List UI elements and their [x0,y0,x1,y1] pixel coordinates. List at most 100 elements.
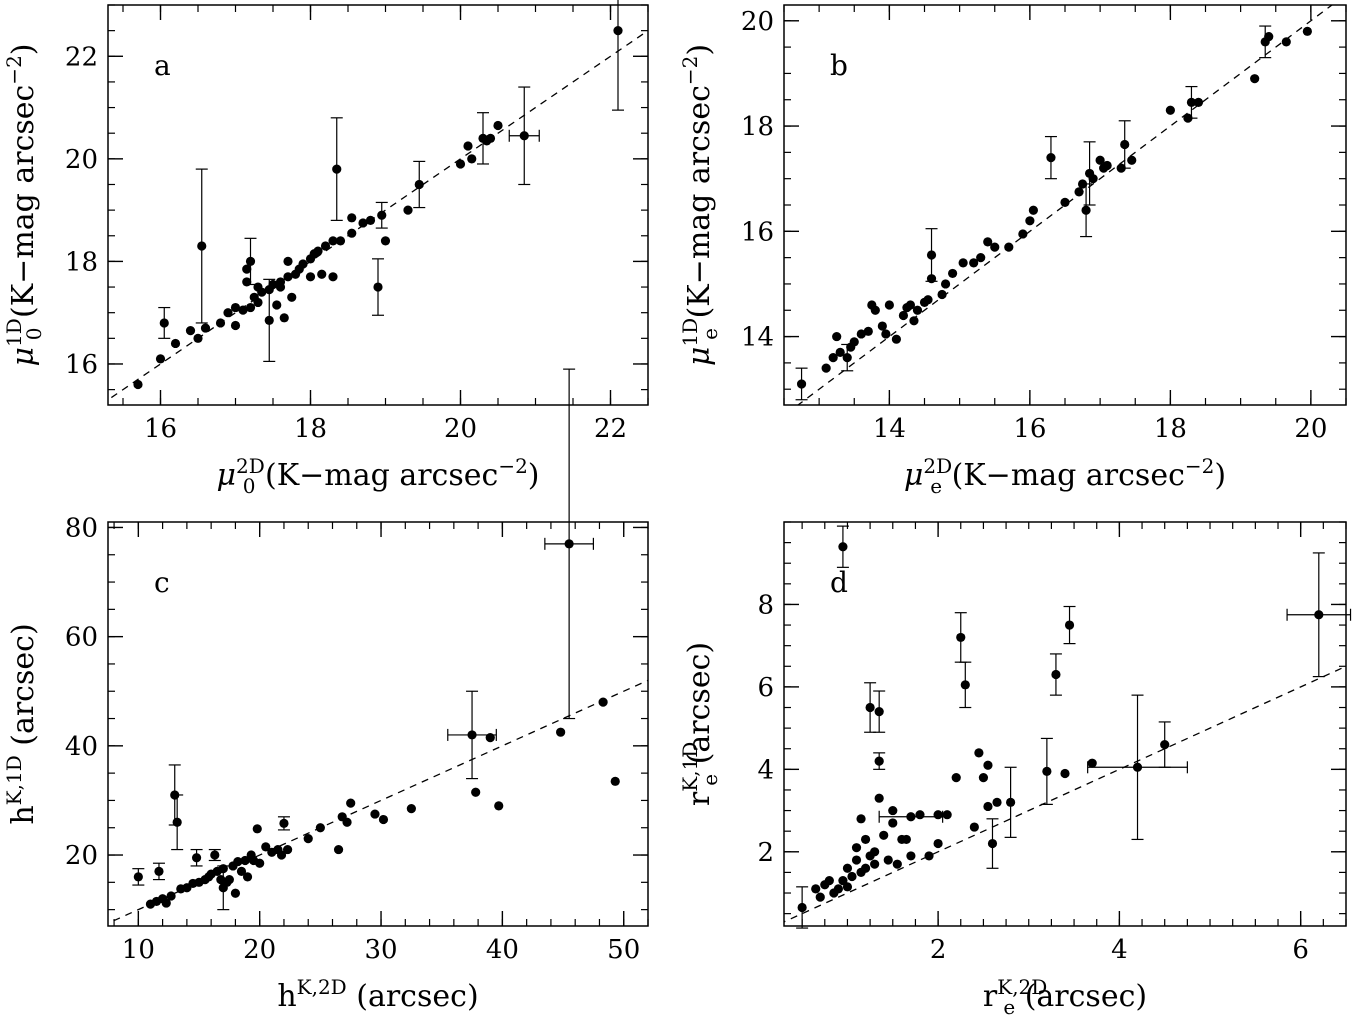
x-axis-label: hK,2D (arcsec) [277,975,478,1014]
data-point [969,822,979,832]
panel-letter: a [154,49,171,82]
data-point [1060,197,1070,207]
data-point [328,272,338,282]
data-point [224,874,234,885]
x-axis-label: rK,2D e (arcsec) [983,975,1147,1015]
data-point [838,542,848,552]
data-point [1127,155,1137,165]
data-point [377,210,387,220]
data-point [797,902,807,913]
data-point [223,308,233,318]
x-axis-label: μ2D e (K−mag arcsec−2) [904,454,1226,498]
y-tick-label: 80 [65,513,98,543]
data-point [347,213,357,223]
data-point [1025,216,1035,226]
data-point [851,843,862,853]
data-point [414,179,424,190]
data-point [974,748,984,758]
data-point [166,891,176,901]
data-point [884,300,894,310]
data-point [1102,160,1112,171]
panel-d: 2 4 6 2 4 6 8 d rK,2D e (arcsec) rK,1De (arcsec) [678,521,1352,1015]
data-point [1081,205,1091,215]
data-point [849,337,859,347]
data-point [906,812,916,822]
data-point [983,801,993,812]
data-point [373,282,383,292]
data-point [860,863,871,873]
data-point [881,329,891,339]
data-point [1264,31,1274,42]
panel-b: 14 16 18 20 14 16 18 20 b μ2D e (K−mag arcsec−2) μ1… [678,4,1347,498]
data-point [1028,205,1038,215]
data-point [272,300,282,310]
data-point [1087,758,1097,768]
data-point [842,882,853,892]
reference-line [784,665,1346,923]
data-point [915,810,925,820]
data-point [1120,139,1130,150]
data-point [940,279,951,289]
data-point [937,289,947,300]
data-point [210,850,220,860]
y-tick-label: 6 [757,673,774,703]
data-point [1064,620,1075,630]
data-point [378,814,389,825]
data-point [842,863,853,873]
data-point [1186,97,1197,107]
data-point [275,277,286,287]
panel-letter: d [830,566,848,599]
data-point [901,834,911,845]
data-point [832,331,842,342]
y-tick-label: 8 [757,590,774,620]
data-point [185,326,196,336]
y-tick-label: 16 [741,217,774,247]
x-tick-label: 20 [444,414,477,444]
data-point [992,797,1002,807]
y-tick-label: 60 [65,623,98,653]
data-point [877,321,887,331]
data-point [1132,762,1143,772]
data-point [494,801,504,811]
data-point [172,817,182,827]
data-point [865,702,875,713]
data-point [485,733,495,743]
plot-frame [107,521,649,927]
data-point [200,323,211,333]
data-point [987,838,998,849]
x-tick-label: 18 [1154,414,1187,444]
x-tick-label: 4 [1111,935,1128,965]
x-tick-label: 10 [122,935,155,965]
panel-letter: c [154,566,170,599]
reference-line [108,679,648,924]
y-tick-label: 14 [741,323,774,353]
data-point [835,347,845,357]
data-point [315,823,325,833]
data-point [1018,229,1028,239]
data-point [874,793,884,803]
data-point [942,810,952,820]
data-point [976,253,986,263]
data-point [283,256,293,267]
data-point [170,338,181,349]
data-point [230,320,241,331]
data-point [933,838,943,849]
data-point [891,334,902,344]
data-point [888,805,898,816]
data-point [828,353,838,363]
data-point [951,772,961,783]
data-point [238,305,248,315]
y-axis-label: rK,1De (arcsec) [678,642,722,806]
data-point [240,855,250,866]
data-point [380,236,391,246]
data-point [161,898,171,908]
data-point [815,892,825,902]
data-point [924,851,934,861]
y-tick-label: 2 [757,838,774,868]
data-point [948,268,958,279]
data-point [1165,105,1175,115]
y-tick-label: 20 [741,7,774,37]
data-point [253,297,263,308]
data-point [245,302,256,313]
data-point [978,772,989,783]
